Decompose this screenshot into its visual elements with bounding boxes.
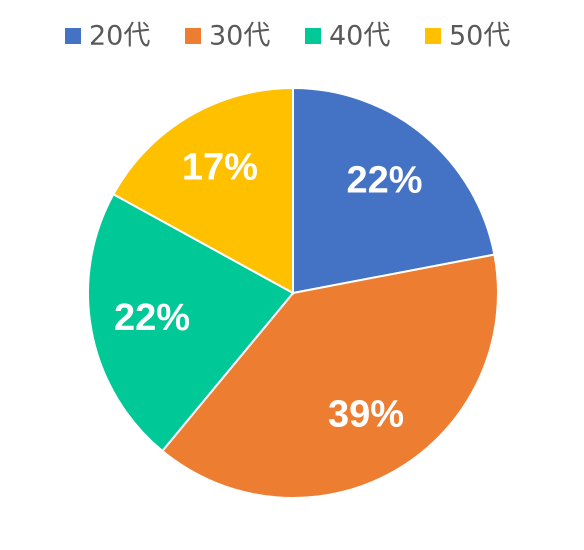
legend-swatch <box>425 28 441 44</box>
pie-slice <box>160 253 499 499</box>
pie-slice <box>292 86 496 295</box>
legend-label: 30代 <box>209 21 270 52</box>
pie-slice <box>111 86 294 295</box>
legend-swatch <box>305 28 321 44</box>
legend-swatch <box>65 28 81 44</box>
data-label: 39% <box>328 394 404 436</box>
data-label: 22% <box>114 297 190 339</box>
data-label: 22% <box>346 159 422 201</box>
legend-label: 40代 <box>329 21 390 52</box>
pie-slice <box>87 192 295 453</box>
legend-label: 50代 <box>449 21 510 52</box>
data-label: 17% <box>182 147 258 189</box>
legend-swatch <box>185 28 201 44</box>
legend-label: 20代 <box>89 21 150 52</box>
